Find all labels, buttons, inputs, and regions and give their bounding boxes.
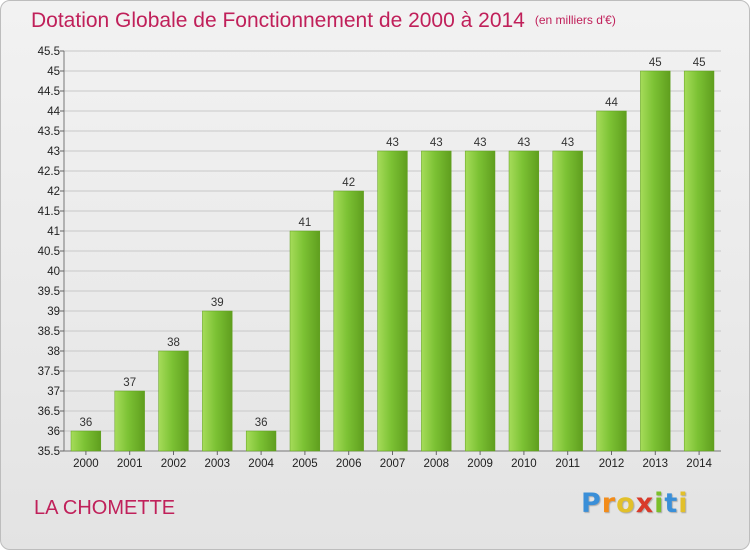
bar-2008 xyxy=(421,150,452,452)
y-tick-label: 41 xyxy=(47,226,60,238)
logo-letter: i xyxy=(654,488,665,519)
x-tick-label: 2002 xyxy=(161,458,187,470)
bar-2012 xyxy=(596,110,627,452)
data-label-2012: 44 xyxy=(605,97,618,109)
bar-2011 xyxy=(552,150,583,452)
data-label-2013: 45 xyxy=(649,57,662,69)
y-tick-label: 42 xyxy=(47,186,60,198)
x-axis-ticks: 2000 2001 2002 2003 2004 2005 2006 2007 2008 2009… xyxy=(73,451,712,470)
bar-2000 xyxy=(70,430,102,452)
x-tick-label: 2012 xyxy=(599,458,625,470)
data-label-2003: 39 xyxy=(211,297,224,309)
x-tick-label: 2014 xyxy=(686,458,712,470)
bar-2002 xyxy=(158,350,189,452)
bar-2003 xyxy=(202,310,233,452)
proxiti-logo: Proxiti xyxy=(581,488,689,519)
y-tick-label: 36 xyxy=(47,426,60,438)
data-label-2000: 36 xyxy=(80,417,93,429)
y-tick-label: 38.5 xyxy=(38,326,60,338)
logo-letter: x xyxy=(635,488,655,519)
data-labels: 36 37 38 39 36 41 42 43 43 43 43 43 44 45 45 xyxy=(80,57,706,429)
chart-title-text: Dotation Globale de Fonctionnement de 20… xyxy=(31,9,525,32)
bar-2009 xyxy=(464,150,496,452)
logo-letter: r xyxy=(601,488,617,519)
x-tick-label: 2009 xyxy=(467,458,493,470)
bar-2005 xyxy=(289,230,321,452)
bar-2006 xyxy=(333,190,364,452)
x-tick-label: 2008 xyxy=(424,458,450,470)
x-tick-label: 2006 xyxy=(336,458,362,470)
x-tick-label: 2010 xyxy=(511,458,537,470)
y-tick-label: 39.5 xyxy=(38,286,60,298)
chart-title: Dotation Globale de Fonctionnement de 20… xyxy=(31,9,616,33)
y-tick-label: 43 xyxy=(47,146,60,158)
y-tick-label: 39 xyxy=(47,306,60,318)
logo-letter: i xyxy=(678,488,689,519)
y-tick-label: 37.5 xyxy=(38,366,60,378)
x-tick-label: 2004 xyxy=(248,458,274,470)
data-label-2002: 38 xyxy=(167,337,180,349)
data-label-2014: 45 xyxy=(693,57,706,69)
data-label-2005: 41 xyxy=(299,217,312,229)
bar-2010 xyxy=(508,150,540,452)
data-label-2009: 43 xyxy=(474,137,487,149)
x-tick-label: 2013 xyxy=(643,458,669,470)
y-tick-label: 41.5 xyxy=(38,206,60,218)
y-tick-label: 37 xyxy=(47,386,60,398)
y-tick-label: 35.5 xyxy=(38,446,60,458)
y-tick-label: 43.5 xyxy=(38,126,60,138)
y-tick-label: 44 xyxy=(47,106,60,118)
y-tick-label: 38 xyxy=(47,346,60,358)
x-tick-label: 2003 xyxy=(205,458,231,470)
y-tick-label: 36.5 xyxy=(38,406,60,418)
x-tick-label: 2007 xyxy=(380,458,406,470)
y-tick-label: 42.5 xyxy=(38,166,60,178)
bar-2013 xyxy=(640,70,671,452)
bars xyxy=(70,70,715,452)
x-tick-label: 2001 xyxy=(117,458,143,470)
data-label-2004: 36 xyxy=(255,417,268,429)
bar-2014 xyxy=(683,70,715,452)
y-axis-ticks: 35.5 36 36.5 37 37.5 38 38.5 39 39.5 40 40.5 41 41.5… xyxy=(38,46,64,458)
x-tick-label: 2005 xyxy=(292,458,318,470)
logo-letter: P xyxy=(581,488,602,519)
logo-letter: t xyxy=(664,488,679,519)
data-label-2001: 37 xyxy=(123,377,136,389)
city-name: LA CHOMETTE xyxy=(34,497,176,519)
data-label-2010: 43 xyxy=(518,137,531,149)
y-tick-label: 40 xyxy=(47,266,60,278)
y-tick-label: 40.5 xyxy=(38,246,60,258)
x-tick-label: 2011 xyxy=(555,458,580,470)
bar-2001 xyxy=(114,390,145,452)
y-tick-label: 45.5 xyxy=(38,46,60,58)
data-label-2008: 43 xyxy=(430,137,443,149)
data-label-2006: 42 xyxy=(342,177,355,189)
logo-letter: o xyxy=(616,488,636,519)
chart-unit: (en milliers d'€) xyxy=(534,13,616,27)
x-tick-label: 2000 xyxy=(73,458,99,470)
bar-2007 xyxy=(377,150,408,452)
bar-2004 xyxy=(245,430,277,452)
data-label-2011: 43 xyxy=(561,137,574,149)
y-tick-label: 45 xyxy=(47,66,60,78)
data-label-2007: 43 xyxy=(386,137,399,149)
y-tick-label: 44.5 xyxy=(38,86,60,98)
